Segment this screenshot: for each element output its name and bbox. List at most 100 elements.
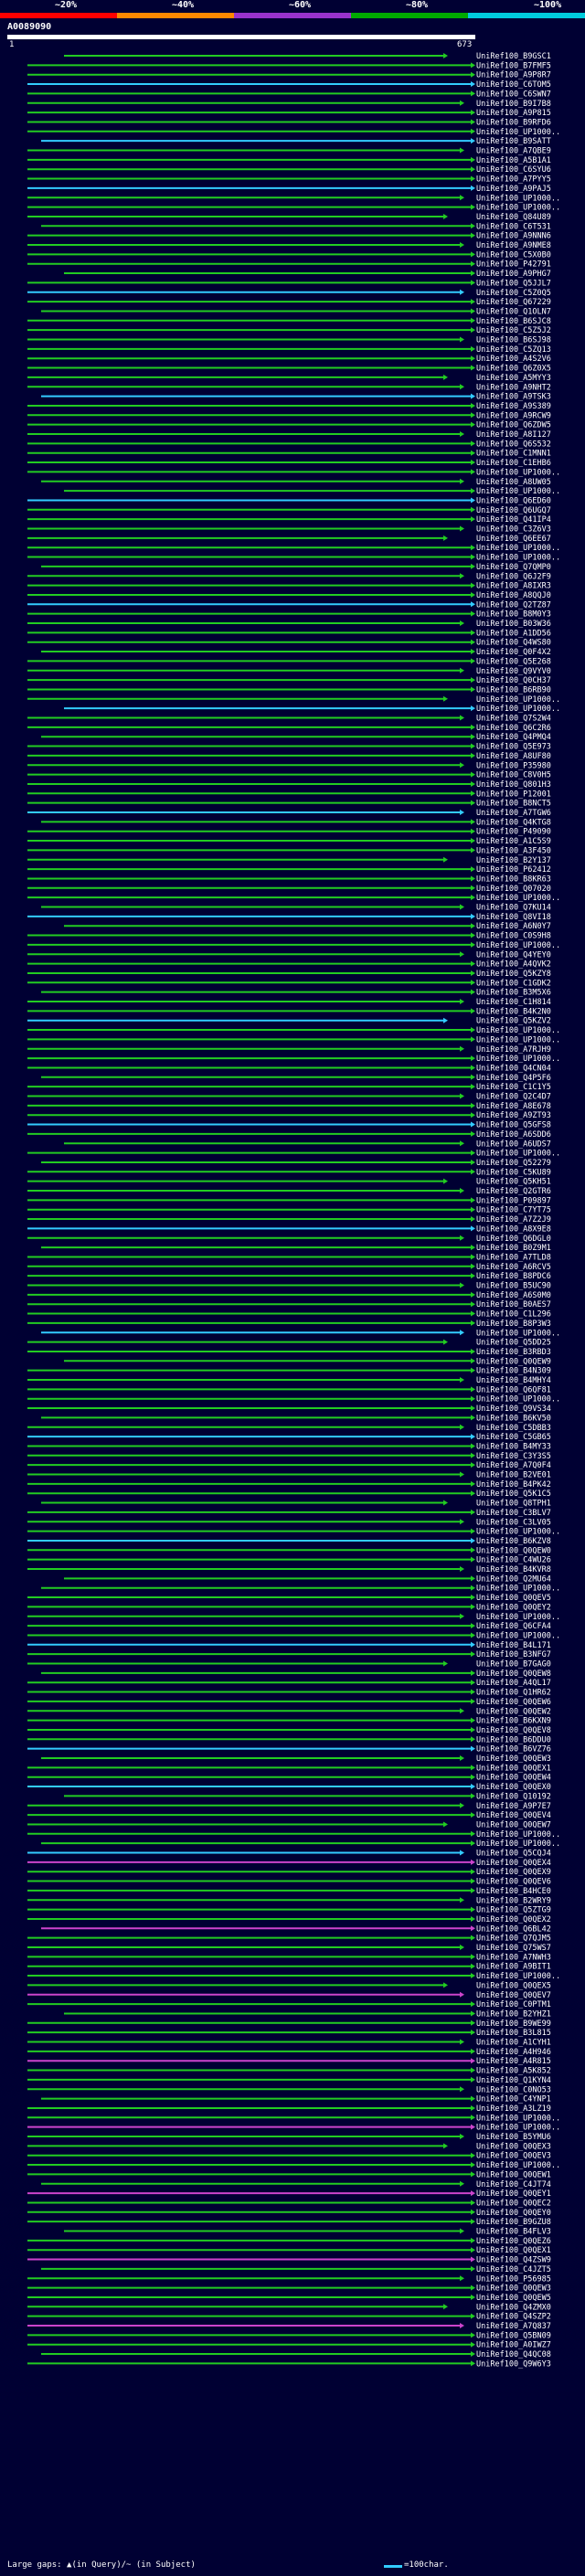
hit-label[interactable]: UniRef100_P49090 [476, 828, 551, 837]
hit-label[interactable]: UniRef100_Q2MU64 [476, 1574, 551, 1584]
hit-label[interactable]: UniRef100_B4HCE0 [476, 1887, 551, 1896]
hit-label[interactable]: UniRef100_Q0QEV5 [476, 1594, 551, 1603]
hit-label[interactable]: UniRef100_C5Z5J2 [476, 326, 551, 335]
hit-label[interactable]: UniRef100_Q801H3 [476, 780, 551, 790]
hit-label[interactable]: UniRef100_A4H946 [476, 2048, 551, 2057]
hit-label[interactable]: UniRef100_Q0QEW5 [476, 2294, 551, 2303]
hit-label[interactable]: UniRef100_Q4SZP2 [476, 2313, 551, 2322]
hit-label[interactable]: UniRef100_Q1KYN4 [476, 2076, 551, 2085]
hit-label[interactable]: UniRef100_Q0QEV4 [476, 1811, 551, 1820]
hit-label[interactable]: UniRef100_Q5E268 [476, 657, 551, 666]
hit-label[interactable]: UniRef100_Q41IP4 [476, 515, 551, 525]
hit-label[interactable]: UniRef100_UP1000.. [476, 1035, 560, 1044]
hit-label[interactable]: UniRef100_Q6Z0X5 [476, 365, 551, 374]
hit-label[interactable]: UniRef100_B5UC90 [476, 1282, 551, 1291]
hit-label[interactable]: UniRef100_UP1000.. [476, 1055, 560, 1064]
hit-label[interactable]: UniRef100_Q0QEW3 [476, 1754, 551, 1764]
hit-label[interactable]: UniRef100_C6T531 [476, 222, 551, 231]
hit-label[interactable]: UniRef100_B8P3W3 [476, 1320, 551, 1329]
hit-label[interactable]: UniRef100_A7PYY5 [476, 175, 551, 185]
hit-label[interactable]: UniRef100_C4JZT5 [476, 2265, 551, 2274]
hit-label[interactable]: UniRef100_A9PAJ5 [476, 185, 551, 194]
hit-label[interactable]: UniRef100_Q5KZY8 [476, 970, 551, 979]
hit-label[interactable]: UniRef100_A0IWZ7 [476, 2341, 551, 2350]
hit-label[interactable]: UniRef100_Q5BN09 [476, 2331, 551, 2340]
hit-label[interactable]: UniRef100_B3NFG7 [476, 1650, 551, 1659]
hit-label[interactable]: UniRef100_Q0QEC2 [476, 2199, 551, 2208]
hit-label[interactable]: UniRef100_B6KV50 [476, 1414, 551, 1423]
hit-label[interactable]: UniRef100_Q4QC08 [476, 2350, 551, 2359]
hit-label[interactable]: UniRef100_UP1000.. [476, 695, 560, 705]
hit-label[interactable]: UniRef100_Q6J2F9 [476, 572, 551, 581]
hit-label[interactable]: UniRef100_Q6UGQ7 [476, 506, 551, 515]
hit-label[interactable]: UniRef100_B9SATT [476, 137, 551, 146]
hit-label[interactable]: UniRef100_Q0QEX1 [476, 2246, 551, 2255]
hit-label[interactable]: UniRef100_C1H814 [476, 998, 551, 1007]
hit-label[interactable]: UniRef100_B6VZ76 [476, 1745, 551, 1754]
hit-label[interactable]: UniRef100_A4QL17 [476, 1679, 551, 1688]
hit-label[interactable]: UniRef100_P09897 [476, 1196, 551, 1205]
hit-label[interactable]: UniRef100_UP1000.. [476, 1631, 560, 1640]
hit-label[interactable]: UniRef100_Q9VYV0 [476, 667, 551, 676]
hit-label[interactable]: UniRef100_Q0QEW3 [476, 2284, 551, 2294]
hit-label[interactable]: UniRef100_C5KU89 [476, 1168, 551, 1177]
hit-label[interactable]: UniRef100_P35980 [476, 761, 551, 770]
hit-label[interactable]: UniRef100_A3F450 [476, 846, 551, 855]
hit-label[interactable]: UniRef100_B4KVR8 [476, 1565, 551, 1574]
hit-label[interactable]: UniRef100_Q0QEX1 [476, 1764, 551, 1773]
hit-label[interactable]: UniRef100_A4QVK2 [476, 960, 551, 970]
hit-label[interactable]: UniRef100_C6SYU6 [476, 165, 551, 175]
hit-label[interactable]: UniRef100_A7Q0F4 [476, 1461, 551, 1470]
hit-label[interactable]: UniRef100_UP1000.. [476, 1395, 560, 1405]
hit-label[interactable]: UniRef100_C4JT74 [476, 2180, 551, 2189]
hit-label[interactable]: UniRef100_A7NWH3 [476, 1953, 551, 1962]
hit-label[interactable]: UniRef100_B9I7B8 [476, 100, 551, 109]
hit-label[interactable]: UniRef100_Q5KH51 [476, 1178, 551, 1187]
hit-label[interactable]: UniRef100_A9ZT93 [476, 1111, 551, 1120]
hit-label[interactable]: UniRef100_Q0QEW0 [476, 1546, 551, 1555]
hit-label[interactable]: UniRef100_UP1000.. [476, 1329, 560, 1338]
hit-label[interactable]: UniRef100_A8E678 [476, 1102, 551, 1111]
hit-label[interactable]: UniRef100_B6KZV8 [476, 1537, 551, 1546]
hit-label[interactable]: UniRef100_C5DBB3 [476, 1424, 551, 1433]
hit-label[interactable]: UniRef100_C7YT75 [476, 1206, 551, 1215]
hit-label[interactable]: UniRef100_UP1000.. [476, 1830, 560, 1839]
hit-label[interactable]: UniRef100_Q2TZ87 [476, 600, 551, 610]
hit-label[interactable]: UniRef100_C0S9H8 [476, 932, 551, 941]
hit-label[interactable]: UniRef100_B4PK42 [476, 1480, 551, 1489]
hit-label[interactable]: UniRef100_Q84U89 [476, 213, 551, 222]
hit-label[interactable]: UniRef100_B4MY33 [476, 1442, 551, 1451]
hit-label[interactable]: UniRef100_Q0QEW7 [476, 1820, 551, 1829]
hit-label[interactable]: UniRef100_C5ZQ13 [476, 345, 551, 355]
hit-label[interactable]: UniRef100_B7GAG0 [476, 1660, 551, 1670]
hit-label[interactable]: UniRef100_Q9VS34 [476, 1405, 551, 1414]
hit-label[interactable]: UniRef100_A7RJH9 [476, 1045, 551, 1055]
hit-label[interactable]: UniRef100_B9WE99 [476, 2019, 551, 2029]
hit-label[interactable]: UniRef100_Q07020 [476, 885, 551, 894]
hit-label[interactable]: UniRef100_C0PTM1 [476, 2000, 551, 2009]
hit-label[interactable]: UniRef100_Q0QEX0 [476, 1783, 551, 1792]
hit-label[interactable]: UniRef100_Q1HR62 [476, 1689, 551, 1698]
hit-label[interactable]: UniRef100_C1MNN1 [476, 450, 551, 459]
hit-label[interactable]: UniRef100_Q4ZMX0 [476, 2303, 551, 2312]
hit-label[interactable]: UniRef100_A9RCW9 [476, 411, 551, 420]
hit-label[interactable]: UniRef100_C3BLV7 [476, 1509, 551, 1518]
hit-label[interactable]: UniRef100_Q5E973 [476, 743, 551, 752]
hit-label[interactable]: UniRef100_B8PDC6 [476, 1272, 551, 1281]
hit-label[interactable]: UniRef100_Q2GTR6 [476, 1187, 551, 1196]
hit-label[interactable]: UniRef100_B4N309 [476, 1367, 551, 1376]
hit-label[interactable]: UniRef100_UP1000.. [476, 128, 560, 137]
hit-label[interactable]: UniRef100_Q4KTG8 [476, 818, 551, 827]
hit-label[interactable]: UniRef100_B0Z9M1 [476, 1244, 551, 1253]
hit-label[interactable]: UniRef100_B4L171 [476, 1641, 551, 1650]
hit-label[interactable]: UniRef100_A9BIT1 [476, 1963, 551, 1972]
hit-label[interactable]: UniRef100_Q0QEY2 [476, 1603, 551, 1612]
hit-label[interactable]: UniRef100_A1DD56 [476, 629, 551, 638]
hit-label[interactable]: UniRef100_Q4YEY0 [476, 950, 551, 959]
hit-label[interactable]: UniRef100_Q8TPH1 [476, 1500, 551, 1509]
hit-label[interactable]: UniRef100_Q6ZDW5 [476, 421, 551, 430]
hit-label[interactable]: UniRef100_Q0QEW6 [476, 1698, 551, 1707]
hit-label[interactable]: UniRef100_Q9W6Y3 [476, 2359, 551, 2369]
hit-label[interactable]: UniRef100_UP1000.. [476, 1150, 560, 1159]
hit-label[interactable]: UniRef100_Q7KU14 [476, 904, 551, 913]
